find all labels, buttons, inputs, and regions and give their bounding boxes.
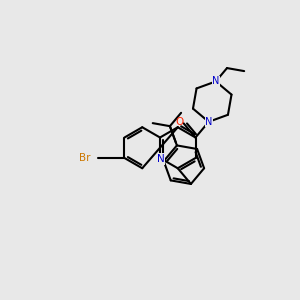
Text: N: N	[212, 76, 220, 86]
Text: Br: Br	[79, 153, 91, 163]
Text: N: N	[157, 154, 165, 164]
Text: O: O	[176, 117, 184, 128]
Text: N: N	[205, 117, 212, 127]
